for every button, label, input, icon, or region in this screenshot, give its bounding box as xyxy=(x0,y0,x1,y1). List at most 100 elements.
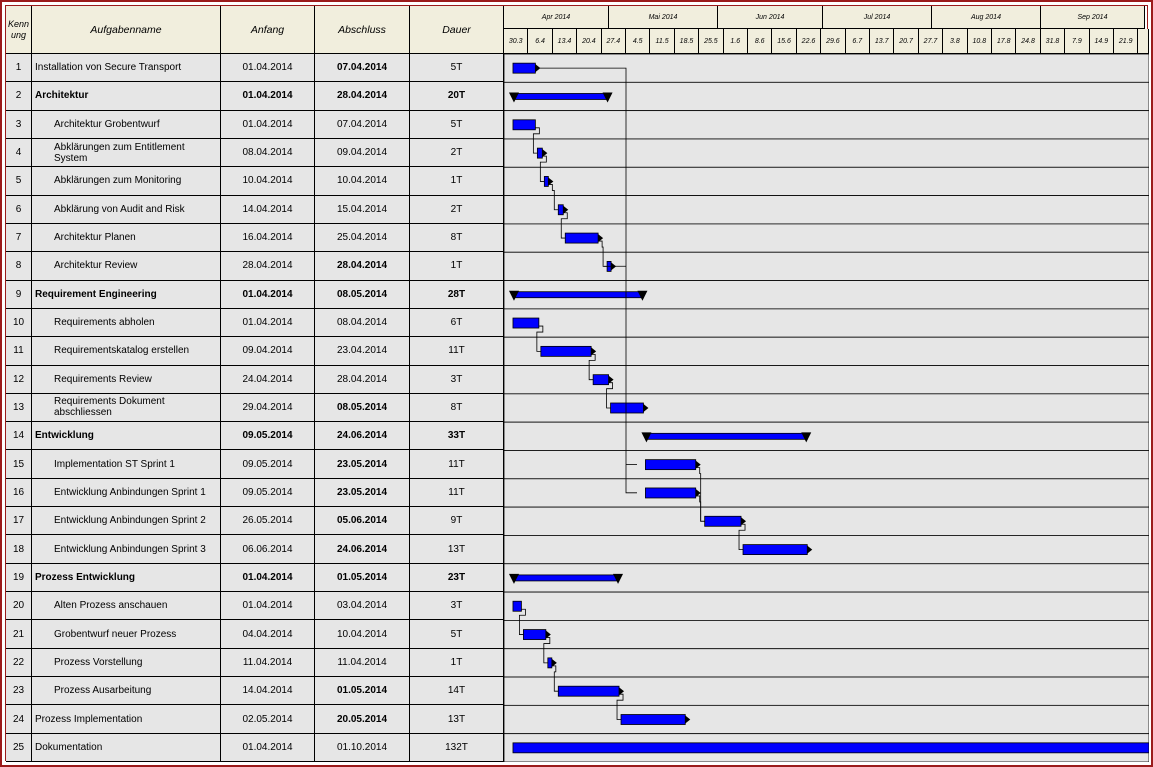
task-duration-cell-text: 3T xyxy=(450,373,463,385)
task-start-cell-text: 29.04.2014 xyxy=(242,401,293,413)
week-header: 27.7 xyxy=(918,29,944,54)
timeline-row xyxy=(504,506,1149,536)
link-arrow xyxy=(619,687,625,696)
dependency-line xyxy=(616,693,624,720)
task-name-cell: Entwicklung Anbindungen Sprint 2 xyxy=(32,507,221,536)
task-end-cell: 24.06.2014 xyxy=(315,422,410,451)
task-end-cell: 23.05.2014 xyxy=(315,478,410,508)
timeline-row xyxy=(504,336,1149,366)
month-header: Sep 2014 xyxy=(1041,6,1145,29)
timeline-row xyxy=(504,280,1149,310)
task-id-cell: 5 xyxy=(6,167,32,196)
week-header: 24.8 xyxy=(1016,29,1041,54)
task-duration-cell-text: 28T xyxy=(447,288,466,300)
link-arrow xyxy=(545,630,551,639)
task-end-cell-text: 24.06.2014 xyxy=(336,430,388,442)
task-end-cell: 23.05.2014 xyxy=(315,450,410,479)
week-header: 7.9 xyxy=(1065,29,1090,54)
task-name-cell: Abklärungen zum Monitoring xyxy=(32,167,221,196)
week-header: 29.6 xyxy=(821,29,846,54)
week-header: 15.6 xyxy=(772,29,797,54)
task-name-cell-text: Prozess Ausarbeitung xyxy=(54,685,152,697)
summary-start-marker xyxy=(641,432,652,443)
task-duration-cell: 14T xyxy=(410,677,504,706)
task-end-cell-text: 24.06.2014 xyxy=(336,543,388,555)
task-duration-cell-text: 13T xyxy=(447,543,466,555)
task-id-cell: 16 xyxy=(6,478,32,508)
task-id-cell: 25 xyxy=(6,733,32,762)
task-name-cell-text: Dokumentation xyxy=(35,741,103,753)
task-duration-cell-text: 23T xyxy=(447,571,466,583)
task-name-cell-text: Entwicklung Anbindungen Sprint 1 xyxy=(54,486,206,498)
task-name-cell-text: Grobentwurf neuer Prozess xyxy=(54,628,177,640)
task-id-cell: 24 xyxy=(6,705,32,734)
task-end-cell: 20.05.2014 xyxy=(315,705,410,734)
task-start-cell: 26.05.2014 xyxy=(221,507,315,536)
task-start-cell: 24.04.2014 xyxy=(221,365,315,394)
task-id-cell-text: 6 xyxy=(15,203,22,215)
task-duration-cell: 20T xyxy=(410,82,504,111)
summary-bar xyxy=(512,93,609,100)
task-duration-cell-text: 1T xyxy=(450,260,463,272)
task-start-cell: 01.04.2014 xyxy=(221,308,315,338)
task-start-cell-text: 01.04.2014 xyxy=(242,317,293,329)
task-end-cell-text: 28.04.2014 xyxy=(336,260,388,272)
task-name-cell-text: Alten Prozess anschauen xyxy=(54,600,168,612)
task-end-cell-text: 28.04.2014 xyxy=(336,373,388,385)
task-start-cell-text: 01.04.2014 xyxy=(242,62,293,74)
task-start-cell-text: 09.04.2014 xyxy=(242,345,293,357)
task-duration-cell: 11T xyxy=(410,337,504,366)
week-header: 21.9 xyxy=(1114,29,1139,54)
link-arrow xyxy=(563,205,569,214)
task-id-cell: 8 xyxy=(6,252,32,281)
task-end-cell-text: 23.04.2014 xyxy=(336,345,388,357)
task-end-cell-text: 28.04.2014 xyxy=(336,90,388,102)
task-id-cell: 3 xyxy=(6,110,32,139)
task-id-cell-text: 24 xyxy=(12,713,25,725)
task-id-cell: 14 xyxy=(6,422,32,451)
task-end-cell-text: 08.05.2014 xyxy=(336,401,388,413)
task-name-cell: Prozess Ausarbeitung xyxy=(32,677,221,706)
task-name-cell-text: Architektur Review xyxy=(54,260,138,272)
task-duration-cell-text: 6T xyxy=(450,317,463,329)
dependency-line xyxy=(548,184,559,211)
task-duration-cell-text: 9T xyxy=(450,515,463,527)
link-arrow xyxy=(608,375,614,384)
task-start-cell: 09.05.2014 xyxy=(221,422,315,451)
task-start-cell-text: 01.04.2014 xyxy=(242,741,293,753)
task-start-cell-text: 28.04.2014 xyxy=(242,260,293,272)
task-duration-cell: 2T xyxy=(410,138,504,168)
task-name-cell: Requirementskatalog erstellen xyxy=(32,337,221,366)
task-start-cell: 09.04.2014 xyxy=(221,337,315,366)
task-end-cell: 10.04.2014 xyxy=(315,167,410,196)
link-arrow xyxy=(542,149,548,158)
task-bar xyxy=(620,714,686,725)
task-duration-cell-text: 5T xyxy=(450,628,463,640)
task-id-cell-text: 19 xyxy=(12,571,25,583)
month-header: Aug 2014 xyxy=(932,6,1041,29)
week-header: 11.5 xyxy=(650,29,675,54)
task-name-cell-text: Entwicklung Anbindungen Sprint 2 xyxy=(54,515,206,527)
task-name-cell: Prozess Vorstellung xyxy=(32,648,221,678)
task-end-cell-text: 23.05.2014 xyxy=(336,458,388,470)
task-name-cell: Entwicklung xyxy=(32,422,221,451)
task-duration-cell: 5T xyxy=(410,620,504,649)
task-name-cell: Architektur Review xyxy=(32,252,221,281)
task-start-cell-text: 11.04.2014 xyxy=(242,656,293,668)
task-name-cell: Installation von Secure Transport xyxy=(32,54,221,83)
task-bar xyxy=(536,147,543,159)
dependency-line xyxy=(536,325,544,352)
task-start-cell: 10.04.2014 xyxy=(221,167,315,196)
header-name-text: Aufgabenname xyxy=(90,23,162,36)
timeline-row xyxy=(504,648,1149,678)
task-id-cell-text: 5 xyxy=(15,175,22,187)
dependency-line xyxy=(543,637,551,664)
task-duration-cell-text: 5T xyxy=(450,62,463,74)
task-name-cell: Prozess Implementation xyxy=(32,705,221,734)
week-header: 6.4 xyxy=(528,29,553,54)
task-end-cell: 15.04.2014 xyxy=(315,195,410,224)
task-end-cell-text: 09.04.2014 xyxy=(336,147,388,159)
task-duration-cell-text: 2T xyxy=(450,147,463,159)
link-arrow xyxy=(551,658,557,667)
timeline-row xyxy=(504,393,1149,423)
